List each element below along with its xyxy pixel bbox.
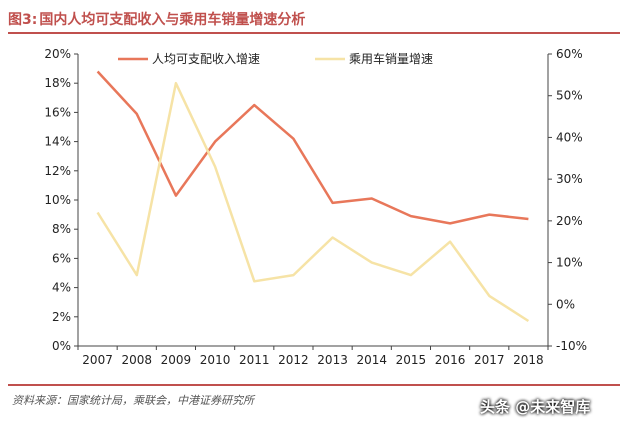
x-tick-label: 2016: [435, 353, 466, 367]
x-tick-label: 2018: [513, 353, 544, 367]
left-tick-label: 14%: [44, 135, 71, 149]
right-tick-label: 50%: [556, 89, 583, 103]
car-sales-growth-line: [96, 81, 530, 323]
left-tick-label: 8%: [52, 222, 71, 236]
source-note: 资料来源：国家统计局，乘联会，中港证券研究所: [12, 394, 254, 407]
x-tick-label: 2012: [278, 353, 309, 367]
left-tick-label: 6%: [52, 251, 71, 265]
x-tick-label: 2008: [121, 353, 152, 367]
chart-series: [96, 70, 530, 323]
x-tick-label: 2009: [161, 353, 192, 367]
x-tick-label: 2010: [200, 353, 231, 367]
left-tick-label: 18%: [44, 76, 71, 90]
right-tick-label: 0%: [556, 297, 575, 311]
right-tick-label: 40%: [556, 130, 583, 144]
chart-area: 0% 2% 4% 6% 8% 10% 12% 14% 16% 18% 20% -10% 0% 10% 20%…: [44, 47, 587, 367]
left-tick-label: 4%: [52, 281, 71, 295]
left-tick-label: 16%: [44, 105, 71, 119]
figure-title-bar: 图3: 国内人均可支配收入与乘用车销量增速分析: [8, 6, 620, 34]
left-tick-label: 12%: [44, 164, 71, 178]
x-tick-label: 2011: [239, 353, 270, 367]
legend-car-label: 乘用车销量增速: [349, 51, 433, 66]
watermark-logo: 头条 @未来智库: [480, 398, 591, 416]
source-divider: [8, 384, 620, 386]
figure-title: 国内人均可支配收入与乘用车销量增速分析: [39, 12, 306, 28]
left-tick-label: 2%: [52, 310, 71, 324]
x-tick-label: 2017: [474, 353, 505, 367]
figure-label: 图3:: [8, 12, 38, 28]
chart-legend: 人均可支配收入增速 乘用车销量增速: [118, 51, 433, 66]
right-tick-label: 20%: [556, 214, 583, 228]
x-tick-label: 2014: [356, 353, 387, 367]
right-tick-label: 60%: [556, 47, 583, 61]
x-tick-label: 2015: [396, 353, 427, 367]
chart-axes: 0% 2% 4% 6% 8% 10% 12% 14% 16% 18% 20% -10% 0% 10% 20%…: [44, 47, 587, 367]
right-tick-label: 30%: [556, 172, 583, 186]
x-tick-label: 2007: [82, 353, 113, 367]
right-tick-label: 10%: [556, 256, 583, 270]
x-tick-label: 2013: [317, 353, 348, 367]
left-tick-label: 10%: [44, 193, 71, 207]
income-growth-line: [96, 70, 529, 225]
left-tick-label: 0%: [52, 339, 71, 353]
right-tick-label: -10%: [556, 339, 587, 353]
legend-income-label: 人均可支配收入增速: [152, 52, 260, 66]
left-tick-label: 20%: [44, 47, 71, 61]
